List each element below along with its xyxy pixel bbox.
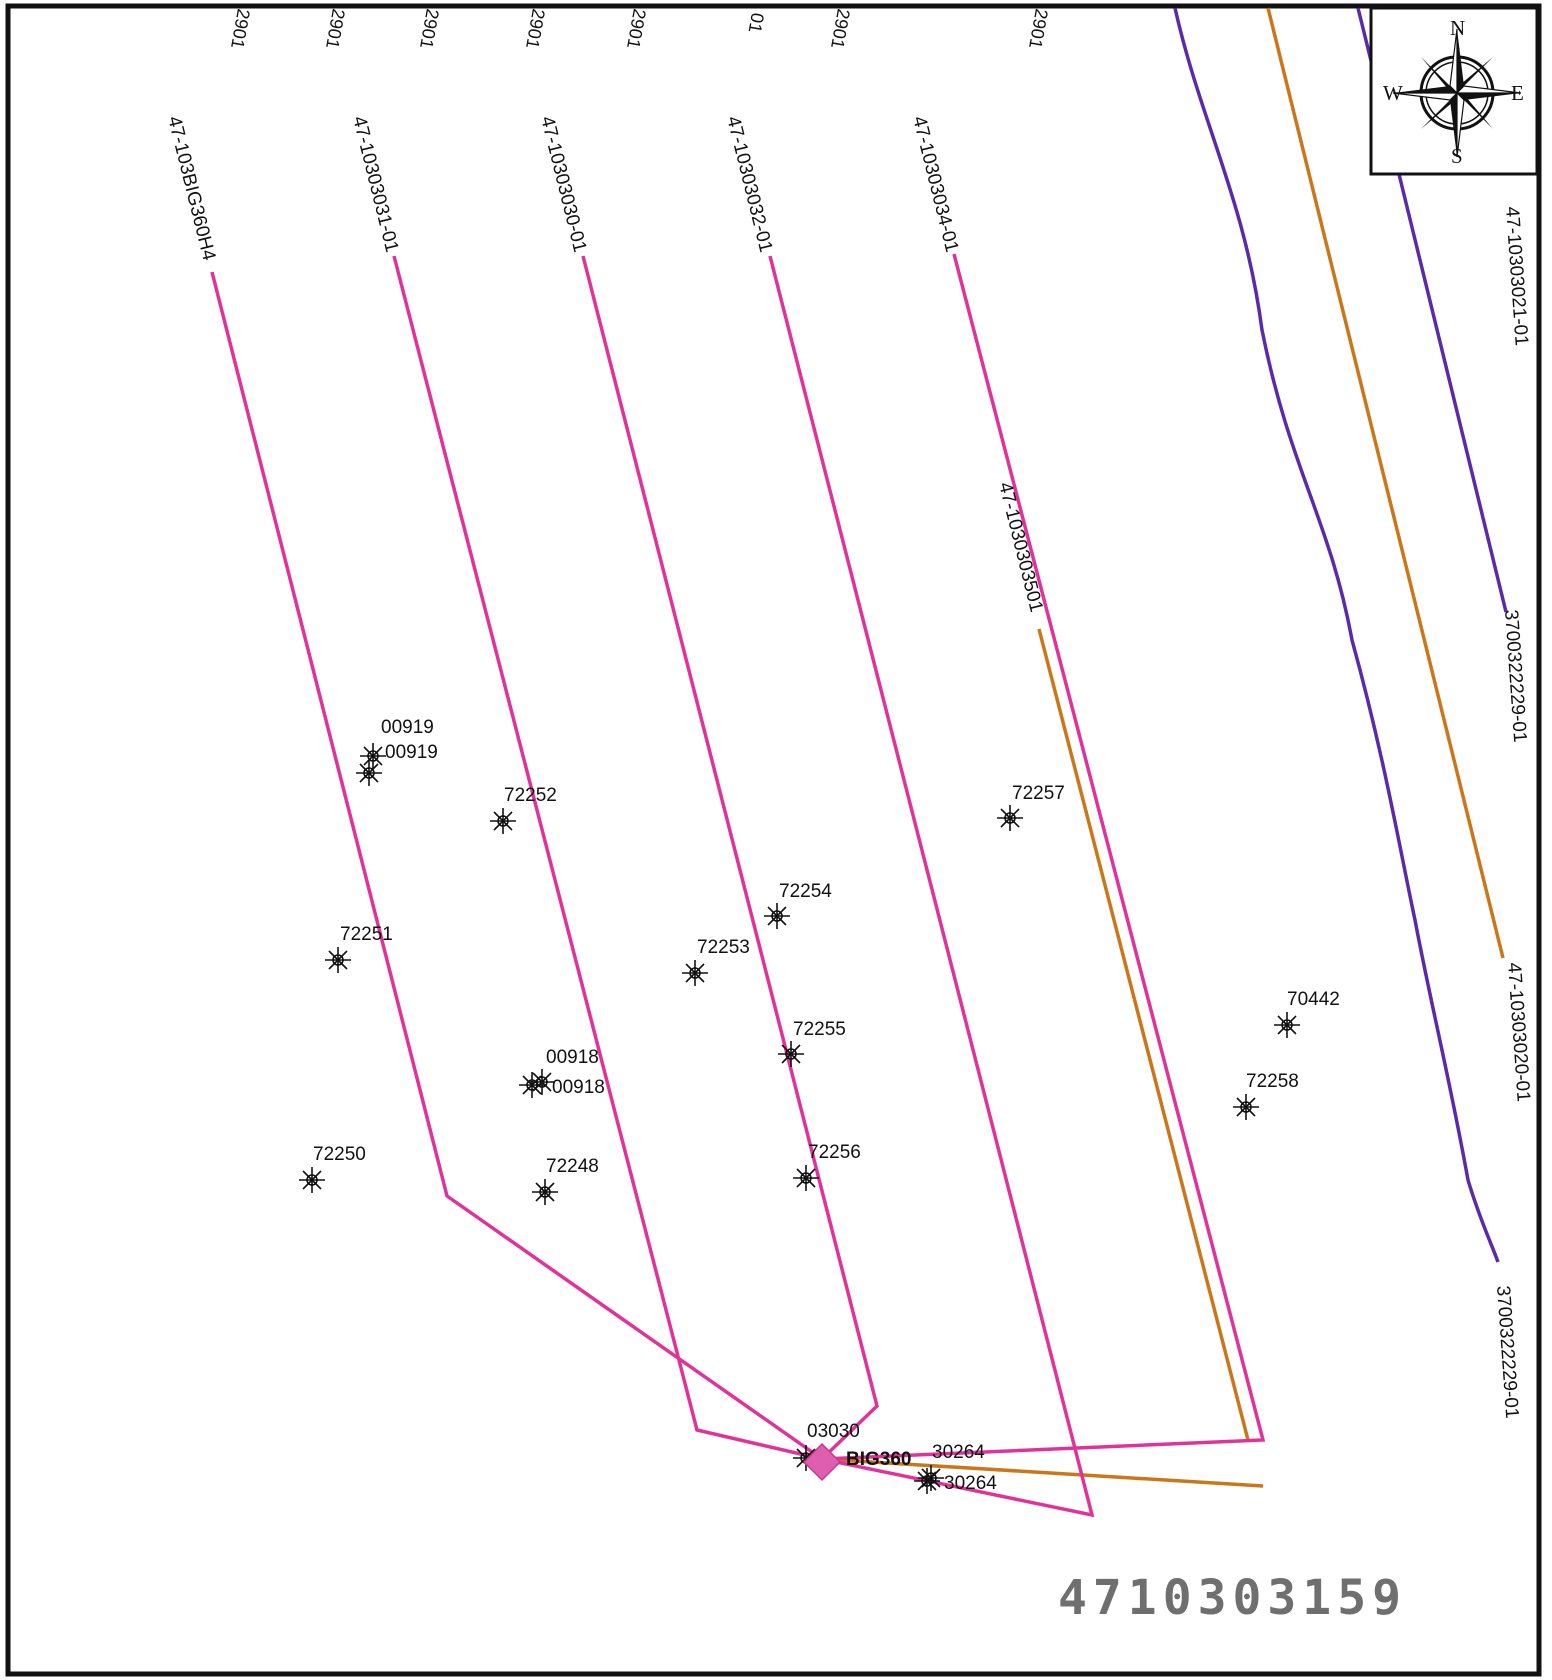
well-label: 72252 — [504, 785, 557, 806]
top-edge-label: 2901 — [1025, 7, 1052, 50]
lateral-label: 3700322229-01 — [1500, 609, 1530, 743]
well-symbol-icon — [531, 1178, 559, 1206]
lateral-label: 47-10303030-01 — [536, 114, 590, 254]
compass-east: E — [1511, 81, 1524, 105]
top-edge-labels: 2901 2901 2901 2901 2901 01 2901 2901 — [227, 7, 1052, 50]
wells: 00919 00919 72252 72257 72254 72251 7225… — [298, 717, 1340, 1495]
well-label: 03030 — [807, 1421, 860, 1442]
lateral-line-3101 — [392, 255, 823, 1461]
well-symbol-icon — [355, 759, 383, 787]
top-edge-label: 2901 — [227, 7, 254, 50]
well-symbol-icon — [777, 1040, 805, 1068]
well-symbol-icon — [763, 902, 791, 930]
well-label: 00919 — [385, 742, 438, 763]
top-edge-label: 2901 — [623, 7, 650, 50]
magenta-laterals — [210, 253, 1266, 1518]
well-label: 00919 — [381, 717, 434, 738]
well-label: 00918 — [546, 1047, 599, 1068]
well-label: 72248 — [546, 1156, 599, 1177]
top-edge-label: 2901 — [522, 7, 549, 50]
well-label: 72253 — [697, 937, 750, 958]
well-symbol-icon — [324, 946, 352, 974]
lateral-label: 47-10303021-01 — [1501, 206, 1532, 347]
well-symbol-icon — [298, 1166, 326, 1194]
well-label: 72257 — [1012, 783, 1065, 804]
permit-number-stamp: 4710303159 — [1058, 1570, 1407, 1626]
map-border — [5, 3, 1542, 1677]
lateral-line-big360h4 — [210, 271, 824, 1461]
compass-box: N S E W — [1369, 6, 1539, 176]
orange-lateral-line — [1037, 628, 1250, 1441]
compass-south: S — [1451, 144, 1463, 168]
lateral-line-3201 — [768, 255, 1095, 1518]
lateral-label: 47-10303034-01 — [908, 114, 962, 254]
orange-lateral-line — [821, 1457, 1264, 1488]
well-symbol-icon — [681, 959, 709, 987]
lateral-label: 47-10303020-01 — [1503, 962, 1534, 1103]
well-label: 30264 — [944, 1473, 997, 1494]
well-symbol-icon — [489, 807, 517, 835]
top-edge-label: 2901 — [322, 7, 349, 50]
purple-laterals — [1173, 7, 1508, 1263]
pad-big360: BIG360 — [802, 1442, 911, 1482]
well-label: 72255 — [793, 1019, 846, 1040]
well-label: 72254 — [779, 881, 832, 902]
well-label: 30264 — [932, 1442, 985, 1463]
well-label: 72251 — [340, 924, 393, 945]
well-symbol-icon — [996, 804, 1024, 832]
well-label: 72250 — [313, 1144, 366, 1165]
lateral-line-3001 — [581, 255, 879, 1461]
well-label: 72256 — [808, 1142, 861, 1163]
top-edge-label: 2901 — [416, 7, 443, 50]
compass-west: W — [1383, 81, 1403, 105]
lateral-label: 47-1030303501 — [994, 480, 1047, 614]
well-symbol-icon — [1232, 1093, 1260, 1121]
orange-laterals — [821, 7, 1505, 1488]
well-label: 72258 — [1246, 1071, 1299, 1092]
pad-label: BIG360 — [846, 1449, 911, 1470]
lateral-label: 47-10303032-01 — [722, 114, 776, 254]
well-label: 70442 — [1287, 989, 1340, 1010]
well-symbol-icon — [518, 1071, 546, 1099]
pad-diamond-icon — [802, 1442, 842, 1482]
top-edge-label: 2901 — [827, 7, 854, 50]
lateral-line-3401 — [821, 253, 1266, 1461]
purple-lateral-line — [1173, 7, 1500, 1263]
top-edge-label: 01 — [745, 11, 768, 34]
well-label: 00918 — [552, 1077, 605, 1098]
orange-lateral-line — [1266, 7, 1505, 959]
compass-north: N — [1450, 16, 1465, 40]
well-symbol-icon — [359, 742, 387, 770]
lateral-label: 3700322229-01 — [1492, 1285, 1522, 1419]
well-symbol-icon — [1273, 1011, 1301, 1039]
lateral-label: 47-103BIG360H4 — [163, 114, 219, 263]
lateral-label: 47-10303031-01 — [348, 114, 402, 254]
compass-rose-icon — [1392, 28, 1522, 158]
